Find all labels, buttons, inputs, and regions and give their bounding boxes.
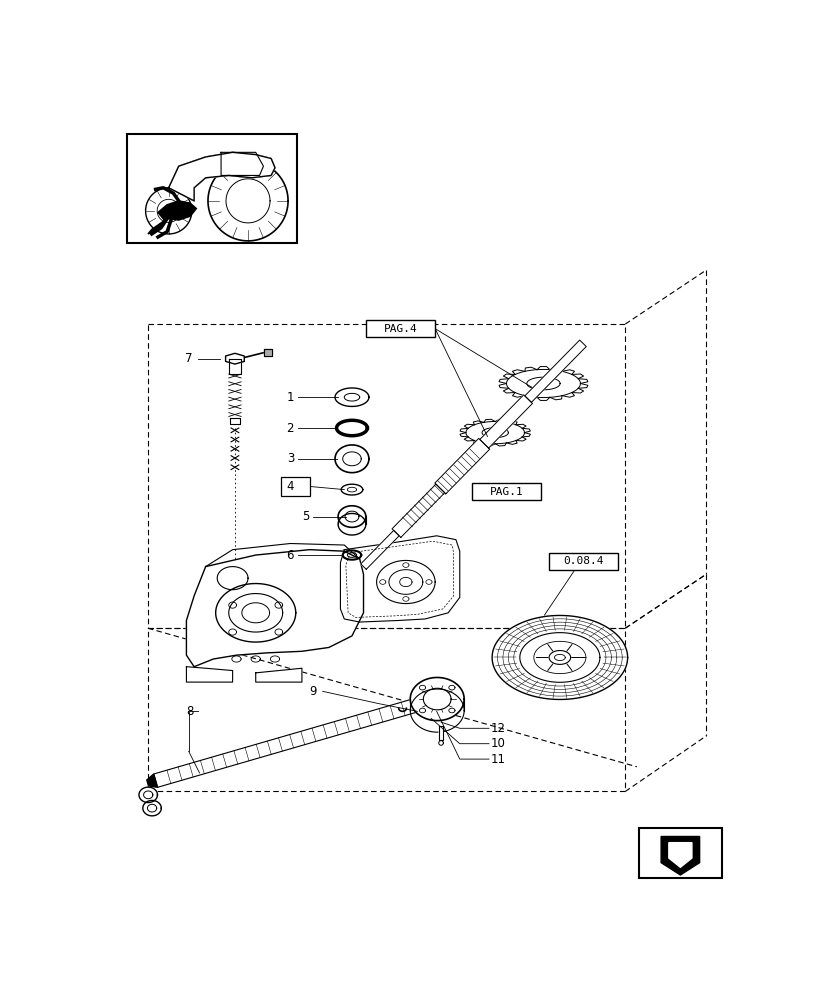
Bar xyxy=(471,483,541,500)
Polygon shape xyxy=(154,697,423,787)
Polygon shape xyxy=(228,359,241,374)
Polygon shape xyxy=(148,201,196,234)
Polygon shape xyxy=(340,536,459,622)
Polygon shape xyxy=(668,843,691,867)
Polygon shape xyxy=(548,651,570,664)
Text: 4: 4 xyxy=(286,480,294,493)
Bar xyxy=(638,828,720,878)
Polygon shape xyxy=(139,787,157,803)
Text: 8: 8 xyxy=(186,705,194,718)
Bar xyxy=(127,134,296,243)
Polygon shape xyxy=(335,445,369,473)
Text: 12: 12 xyxy=(490,722,505,735)
Bar xyxy=(366,320,435,337)
Polygon shape xyxy=(524,340,586,402)
Polygon shape xyxy=(519,633,600,682)
Text: PAG.4: PAG.4 xyxy=(383,324,417,334)
Text: 5: 5 xyxy=(302,510,309,523)
Text: 10: 10 xyxy=(490,737,505,750)
Polygon shape xyxy=(434,438,489,494)
Polygon shape xyxy=(479,395,532,448)
Text: PAG.1: PAG.1 xyxy=(490,487,523,497)
Polygon shape xyxy=(225,353,244,364)
Text: 0.08.4: 0.08.4 xyxy=(563,556,603,566)
Polygon shape xyxy=(264,349,271,356)
Polygon shape xyxy=(409,677,464,721)
Polygon shape xyxy=(376,560,435,604)
Polygon shape xyxy=(438,726,442,740)
Bar xyxy=(548,553,618,570)
Polygon shape xyxy=(391,484,444,537)
Polygon shape xyxy=(169,152,275,201)
Polygon shape xyxy=(361,530,399,569)
Polygon shape xyxy=(491,615,627,699)
Text: 2: 2 xyxy=(286,422,294,434)
Polygon shape xyxy=(146,774,157,787)
Polygon shape xyxy=(419,685,425,690)
Polygon shape xyxy=(438,741,442,745)
Polygon shape xyxy=(419,708,425,713)
Polygon shape xyxy=(448,685,455,690)
Polygon shape xyxy=(186,667,232,682)
Text: 3: 3 xyxy=(286,452,294,465)
Polygon shape xyxy=(337,506,366,527)
Polygon shape xyxy=(660,836,699,875)
Bar xyxy=(281,477,310,496)
Polygon shape xyxy=(215,584,295,642)
Polygon shape xyxy=(448,708,455,713)
Text: 6: 6 xyxy=(286,549,294,562)
Polygon shape xyxy=(256,668,302,682)
Text: 11: 11 xyxy=(490,753,505,766)
Text: 1: 1 xyxy=(286,391,294,404)
Polygon shape xyxy=(186,550,363,667)
Text: 9: 9 xyxy=(309,685,317,698)
Polygon shape xyxy=(143,800,161,816)
Text: 7: 7 xyxy=(184,352,192,365)
